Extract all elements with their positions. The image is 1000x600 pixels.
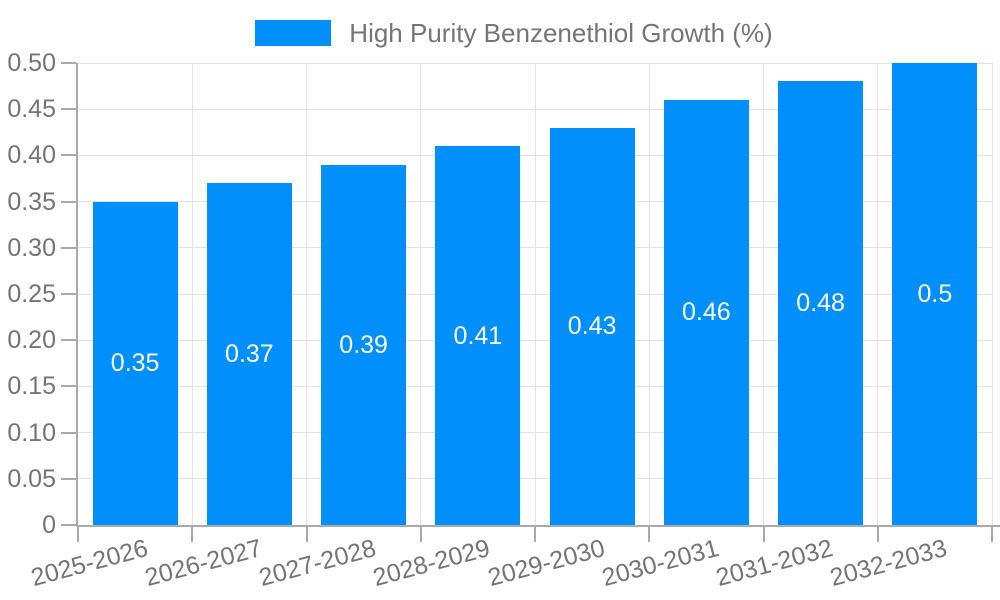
y-tick — [61, 524, 76, 526]
x-tick-label: 2026-2027 — [141, 534, 265, 592]
y-tick-label: 0.45 — [7, 95, 56, 124]
y-tick — [61, 477, 76, 480]
gridline-v — [534, 63, 536, 525]
gridline-v — [420, 63, 422, 525]
bar — [778, 81, 864, 525]
y-tick-label: 0.20 — [7, 326, 56, 355]
legend-swatch — [255, 20, 332, 46]
x-tick — [876, 527, 879, 542]
y-tick — [61, 339, 76, 342]
y-tick-label: 0.10 — [7, 418, 56, 447]
y-tick — [61, 108, 76, 111]
bar-value-label: 0.41 — [453, 321, 503, 350]
gridline-v — [648, 63, 650, 525]
bar-value-label: 0.35 — [110, 349, 160, 378]
bar — [663, 99, 749, 525]
gridline-v — [877, 63, 879, 525]
x-tick — [648, 527, 651, 542]
bar-value-label: 0.48 — [796, 289, 845, 318]
y-tick — [61, 154, 76, 157]
x-tick — [534, 527, 536, 542]
bar — [435, 146, 521, 525]
bar — [92, 201, 178, 525]
y-tick — [61, 293, 76, 295]
bar-value-label: 0.37 — [225, 340, 274, 369]
y-tick — [61, 246, 76, 249]
x-tick-label: 2027-2028 — [256, 534, 379, 592]
y-tick — [61, 385, 76, 388]
bar-value-label: 0.5 — [917, 280, 953, 308]
gridline-v — [763, 63, 764, 525]
y-tick — [61, 200, 76, 203]
y-tick-label: 0.15 — [7, 372, 56, 401]
bar — [549, 127, 635, 525]
bar-value-label: 0.43 — [567, 312, 617, 341]
bar — [321, 164, 407, 525]
bar — [892, 63, 978, 525]
x-tick — [191, 527, 194, 542]
y-tick — [61, 431, 76, 434]
y-tick-label: 0.50 — [7, 49, 56, 77]
y-tick-label: 0.25 — [7, 280, 56, 308]
x-tick — [77, 527, 79, 542]
x-tick — [991, 527, 993, 542]
gridline-v — [306, 63, 307, 525]
x-tick-label: 2025-2026 — [27, 534, 151, 592]
x-tick-label: 2029-2030 — [484, 534, 608, 592]
y-tick-label: 0 — [42, 511, 56, 539]
y-tick-label: 0.30 — [7, 233, 56, 262]
y-tick — [61, 62, 76, 64]
bar-value-label: 0.46 — [682, 298, 731, 327]
y-tick-label: 0.35 — [7, 187, 56, 216]
x-tick-label: 2032-2033 — [827, 534, 951, 592]
x-tick — [305, 527, 308, 542]
legend-label: High Purity Benzenethiol Growth (%) — [349, 18, 773, 48]
y-tick-label: 0.05 — [7, 464, 56, 493]
x-tick-label: 2031-2032 — [713, 534, 836, 592]
x-tick-label: 2030-2031 — [598, 534, 722, 592]
gridline-v — [991, 63, 993, 525]
x-tick-label: 2028-2029 — [370, 534, 494, 592]
y-tick-label: 0.40 — [7, 141, 56, 170]
x-tick — [762, 527, 765, 542]
y-axis-line — [76, 63, 78, 527]
bar — [206, 183, 292, 525]
gridline-v — [191, 63, 193, 525]
x-tick — [419, 527, 422, 542]
legend: High Purity Benzenethiol Growth (%) — [14, 18, 1000, 48]
x-axis-line — [76, 525, 1000, 527]
bar-value-label: 0.39 — [339, 330, 388, 359]
